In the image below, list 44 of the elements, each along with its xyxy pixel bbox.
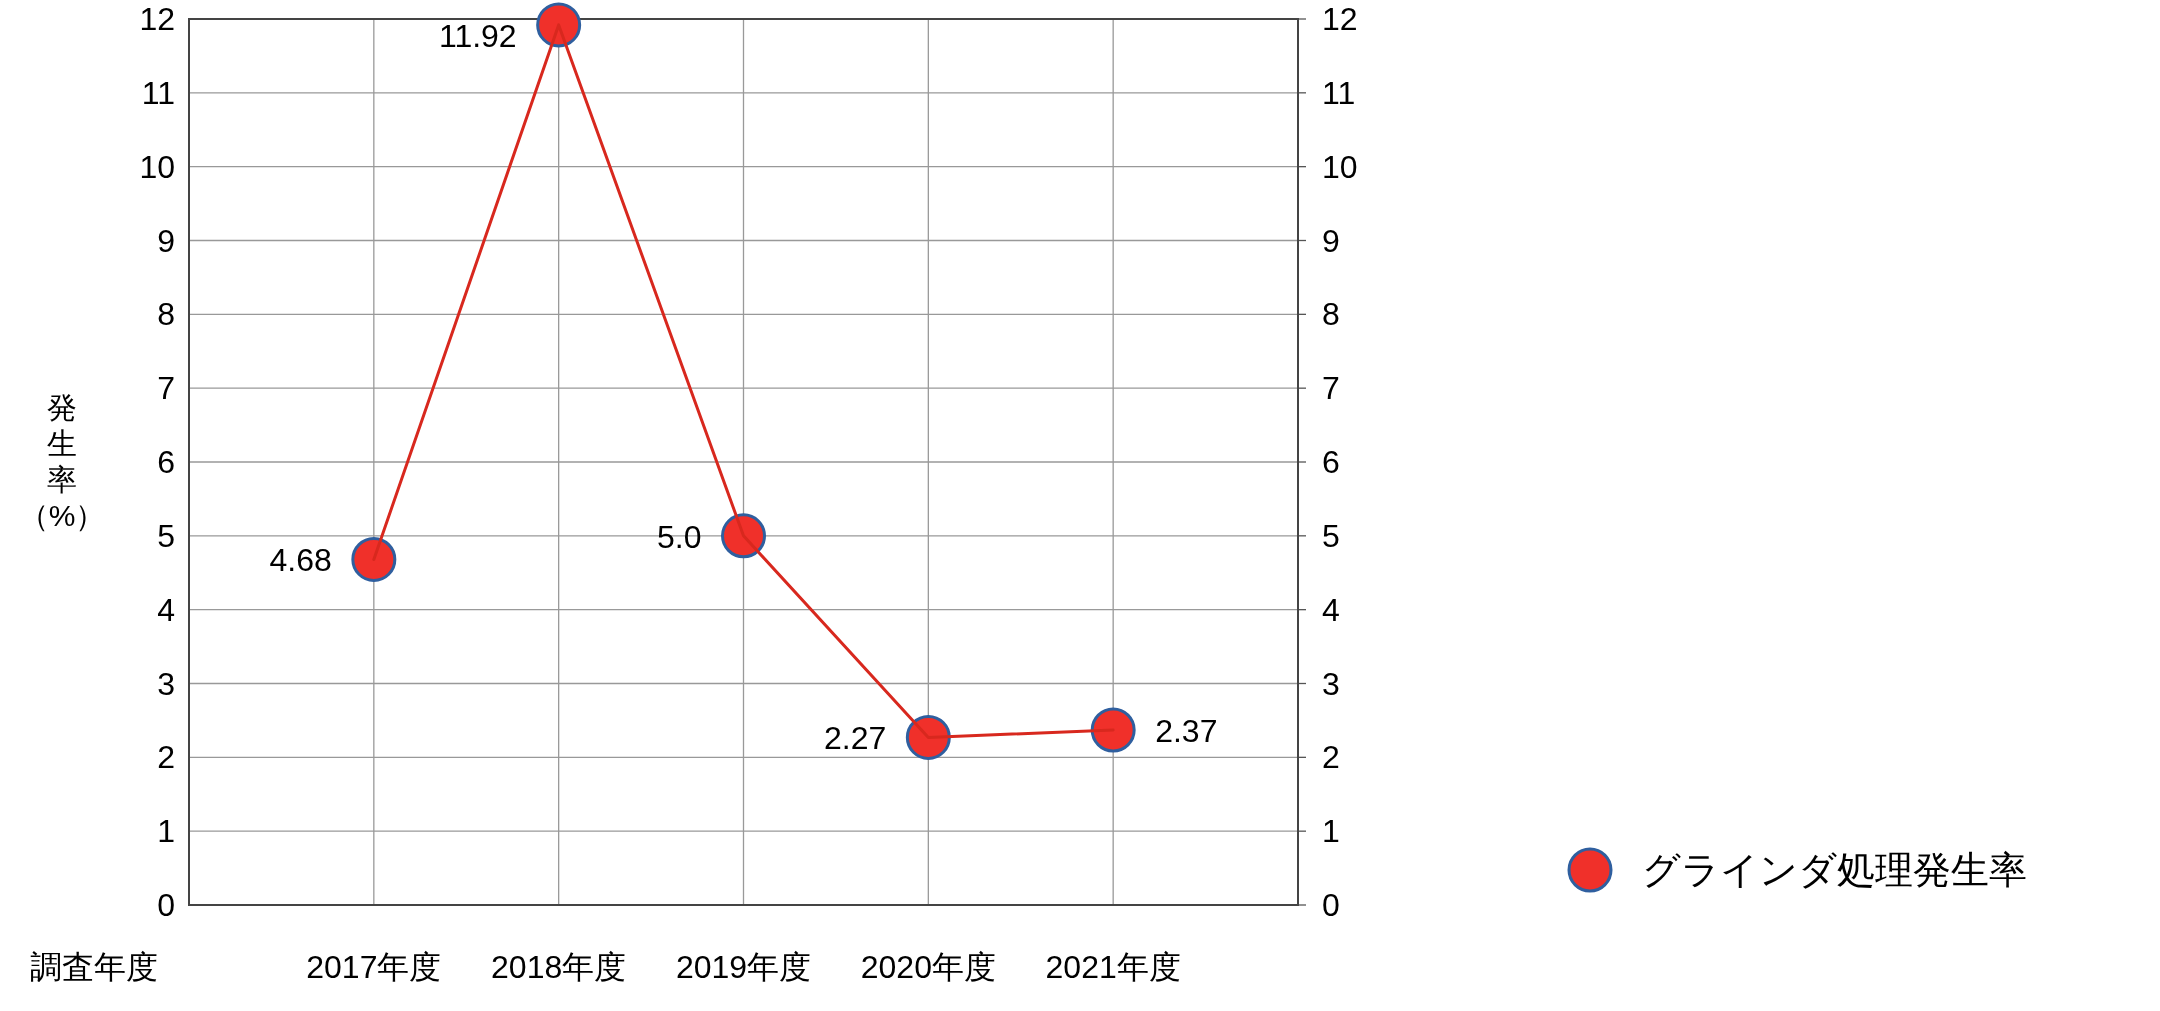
- point: [1090, 707, 1136, 753]
- x-tick-label: 2018年度: [491, 949, 627, 985]
- x-axis-title: 調査年度: [30, 949, 158, 985]
- y-tick-label: 1: [157, 813, 175, 850]
- data-label: 5.0: [657, 518, 702, 555]
- x-tick-label: 2017年度: [306, 949, 442, 985]
- point: [351, 536, 397, 582]
- y2-tick-label: 4: [1322, 591, 1340, 628]
- y2-tick-label: 12: [1322, 1, 1358, 37]
- y2-tick-label: 6: [1322, 444, 1340, 480]
- data-label: 11.92: [438, 17, 517, 54]
- y-tick-label: 4: [157, 591, 175, 628]
- x-tick-label: 2020年度: [860, 949, 996, 985]
- y2-tick-label: 8: [1322, 296, 1340, 333]
- y-tick-label: 5: [157, 517, 175, 554]
- y2-tick-label: 10: [1322, 148, 1358, 185]
- y2-tick-label: 9: [1322, 222, 1340, 259]
- data-label: 2.27: [824, 720, 887, 757]
- y-tick-label: 7: [157, 370, 175, 407]
- y-axis-title: 発生率（%）: [18, 391, 106, 532]
- y2-tick-label: 11: [1322, 74, 1356, 111]
- y2-tick-label: 7: [1322, 370, 1340, 407]
- y-tick-label: 3: [157, 665, 175, 702]
- x-tick-label: 2019年度: [675, 949, 812, 985]
- point: [721, 513, 766, 559]
- y2-tick-label: 5: [1322, 517, 1340, 554]
- y-tick-label: 11: [141, 74, 175, 111]
- y2-tick-label: 2: [1322, 739, 1340, 776]
- y-tick-label: 0: [157, 887, 175, 923]
- y-tick-label: 9: [157, 222, 175, 259]
- legend-label: グラインダ処理発生率: [1642, 849, 2027, 891]
- x-tick-label: 2021年度: [1045, 949, 1181, 985]
- y-tick-label: 10: [139, 148, 175, 185]
- y2-tick-label: 0: [1322, 887, 1340, 923]
- y-tick-label: 2: [157, 739, 175, 776]
- y-tick-label: 6: [157, 444, 175, 480]
- point: [536, 2, 582, 48]
- y-tick-label: 8: [157, 296, 175, 333]
- y2-tick-label: 3: [1322, 665, 1340, 702]
- y-tick-label: 12: [139, 1, 175, 37]
- point: [905, 714, 951, 760]
- data-label: 4.68: [269, 542, 332, 579]
- y2-tick-label: 1: [1322, 813, 1340, 850]
- data-label: 2.37: [1155, 713, 1218, 750]
